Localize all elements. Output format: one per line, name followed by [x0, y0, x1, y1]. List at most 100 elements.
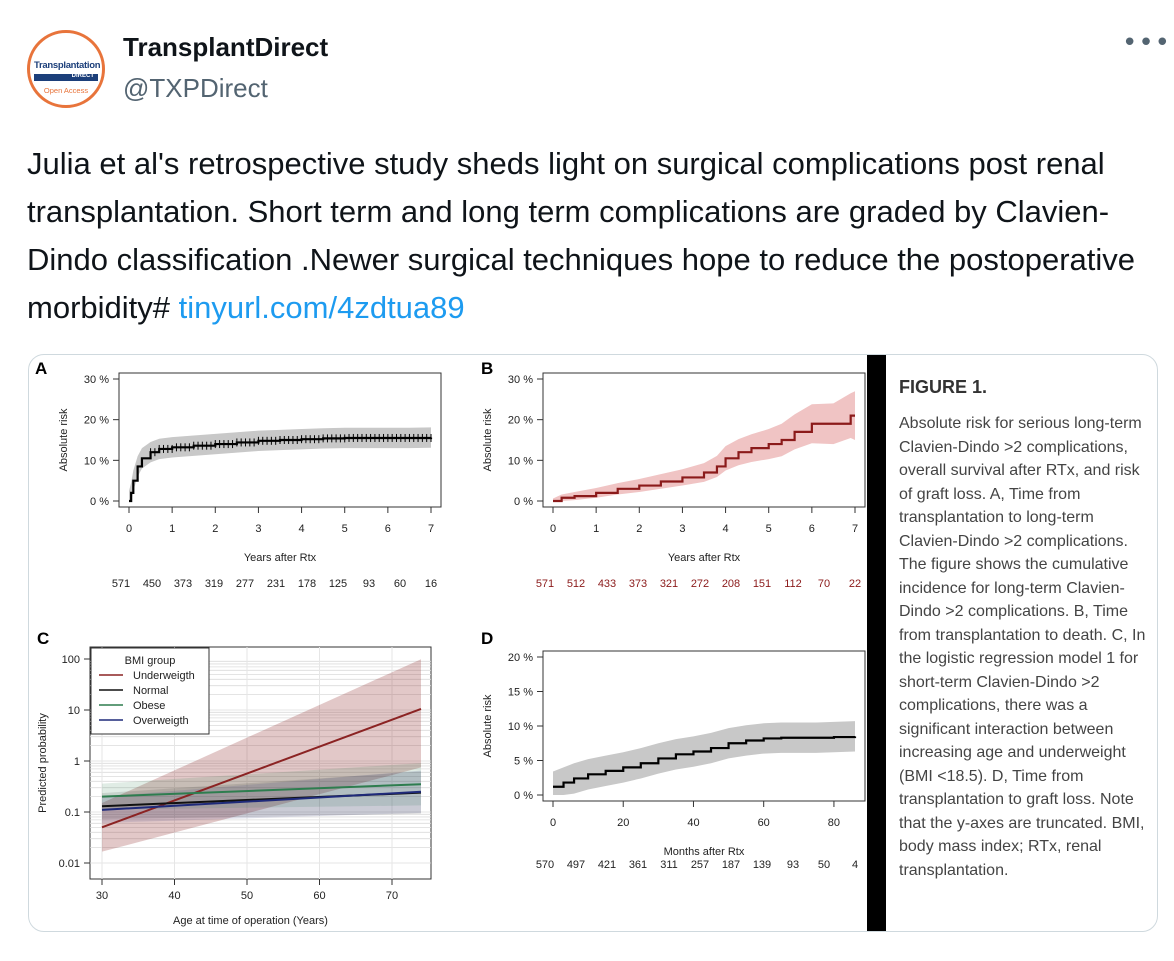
- at-risk-count-a: 125: [329, 578, 347, 590]
- y-tick-label-c: 100: [62, 654, 80, 666]
- confidence-band-d: [553, 721, 855, 795]
- y-tick-label-d: 15 %: [508, 687, 533, 699]
- x-tick-label-a: 4: [299, 523, 305, 535]
- avatar[interactable]: Transplantation DIRECT Open Access: [27, 30, 105, 108]
- x-tick-label-a: 0: [126, 523, 132, 535]
- legend-title-c: BMI group: [125, 655, 176, 667]
- x-tick-label-b: 5: [766, 523, 772, 535]
- y-tick-label-b: 30 %: [508, 374, 533, 386]
- series-line-c: [101, 783, 422, 798]
- avatar-logo-bar: DIRECT: [34, 73, 98, 81]
- at-risk-count-a: 231: [267, 578, 285, 590]
- at-risk-count-b: 22: [849, 578, 861, 590]
- at-risk-count-a: 373: [174, 578, 192, 590]
- y-tick-label-a: 30 %: [84, 374, 109, 386]
- figure-caption-text: Absolute risk for serious long-term Clav…: [899, 415, 1146, 879]
- at-risk-count-a: 277: [236, 578, 254, 590]
- at-risk-count-d: 139: [753, 859, 771, 871]
- at-risk-count-b: 433: [598, 578, 616, 590]
- author-handle[interactable]: @TXPDirect: [123, 73, 268, 103]
- series-line-c: [101, 790, 422, 811]
- at-risk-count-d: 421: [598, 859, 616, 871]
- at-risk-count-a: 93: [363, 578, 375, 590]
- tweet-text: Julia et al's retrospective study sheds …: [27, 140, 1157, 332]
- y-tick-label-a: 0 %: [90, 496, 109, 508]
- x-tick-label-a: 6: [385, 523, 391, 535]
- legend-label-c: Normal: [133, 685, 168, 697]
- y-tick-label-c: 0.01: [59, 858, 80, 870]
- figure-divider: [867, 355, 886, 931]
- x-tick-label-b: 0: [550, 523, 556, 535]
- y-tick-label-c: 0.1: [65, 807, 80, 819]
- risk-curve-d: [553, 735, 857, 788]
- confidence-band-c: [102, 771, 421, 820]
- plot-frame-b: [542, 372, 866, 508]
- legend-label-c: Underweigth: [133, 670, 195, 682]
- at-risk-count-a: 16: [425, 578, 437, 590]
- x-axis-label-a: Years after Rtx: [244, 552, 317, 564]
- x-tick-label-c: 70: [386, 890, 398, 902]
- x-axis-label-d: Months after Rtx: [664, 846, 745, 858]
- at-risk-count-d: 570: [536, 859, 554, 871]
- x-tick-label-d: 20: [617, 817, 629, 829]
- x-tick-label-b: 2: [636, 523, 642, 535]
- x-tick-label-b: 7: [852, 523, 858, 535]
- legend-label-c: Overweigth: [133, 715, 189, 727]
- legend-label-c: Obese: [133, 700, 165, 712]
- x-axis-label-c: Age at time of operation (Years): [173, 915, 328, 927]
- avatar-logo-subtext: DIRECT: [71, 73, 94, 79]
- at-risk-count-a: 450: [143, 578, 161, 590]
- at-risk-count-b: 70: [818, 578, 830, 590]
- more-options-icon[interactable]: •••: [1122, 28, 1172, 58]
- x-tick-label-a: 3: [255, 523, 261, 535]
- x-tick-label-a: 1: [169, 523, 175, 535]
- at-risk-count-a: 571: [112, 578, 130, 590]
- y-tick-label-c: 10: [68, 705, 80, 717]
- at-risk-count-d: 497: [567, 859, 585, 871]
- at-risk-count-b: 272: [691, 578, 709, 590]
- x-tick-label-b: 3: [679, 523, 685, 535]
- figure-caption: FIGURE 1. Absolute risk for serious long…: [899, 377, 1151, 882]
- tweet-link[interactable]: tinyurl.com/4zdtua89: [178, 290, 465, 325]
- at-risk-count-b: 112: [784, 578, 802, 590]
- y-axis-label-b: Absolute risk: [482, 408, 494, 471]
- risk-curve-b: [553, 414, 855, 503]
- at-risk-count-d: 93: [787, 859, 799, 871]
- at-risk-count-d: 361: [629, 859, 647, 871]
- y-tick-label-d: 0 %: [514, 790, 533, 802]
- x-tick-label-d: 80: [828, 817, 840, 829]
- at-risk-count-a: 319: [205, 578, 223, 590]
- x-tick-label-b: 1: [593, 523, 599, 535]
- x-tick-label-c: 40: [168, 890, 180, 902]
- at-risk-count-a: 60: [394, 578, 406, 590]
- x-tick-label-a: 7: [428, 523, 434, 535]
- at-risk-count-d: 187: [722, 859, 740, 871]
- y-tick-label-a: 20 %: [84, 415, 109, 427]
- at-risk-count-d: 311: [660, 859, 678, 871]
- at-risk-count-d: 50: [818, 859, 830, 871]
- at-risk-count-b: 373: [629, 578, 647, 590]
- x-tick-label-d: 40: [687, 817, 699, 829]
- x-tick-label-b: 6: [809, 523, 815, 535]
- at-risk-count-b: 151: [753, 578, 771, 590]
- y-tick-label-b: 20 %: [508, 415, 533, 427]
- y-axis-label-d: Absolute risk: [482, 694, 494, 757]
- avatar-logo-text: Transplantation: [34, 60, 101, 71]
- y-tick-label-c: 1: [74, 756, 80, 768]
- y-tick-label-d: 10 %: [508, 721, 533, 733]
- y-axis-label-a: Absolute risk: [58, 408, 70, 471]
- panel-letter-c: C: [37, 629, 49, 648]
- figure-title: FIGURE 1.: [899, 377, 988, 397]
- y-tick-label-a: 10 %: [84, 455, 109, 467]
- panel-letter-b: B: [481, 359, 493, 378]
- at-risk-count-b: 512: [567, 578, 585, 590]
- y-axis-label-c: Predicted probability: [37, 713, 49, 813]
- author-name[interactable]: TransplantDirect: [123, 32, 329, 62]
- y-tick-label-b: 0 %: [514, 496, 533, 508]
- at-risk-count-b: 571: [536, 578, 554, 590]
- x-tick-label-c: 50: [241, 890, 253, 902]
- plot-frame-a: [118, 372, 442, 508]
- tweet-media-figure[interactable]: 0 % 10 % 20 % 30 % 0 1 2 3 4 5 6 7 Years after Rtx Ab…: [28, 354, 1158, 932]
- y-tick-label-b: 10 %: [508, 455, 533, 467]
